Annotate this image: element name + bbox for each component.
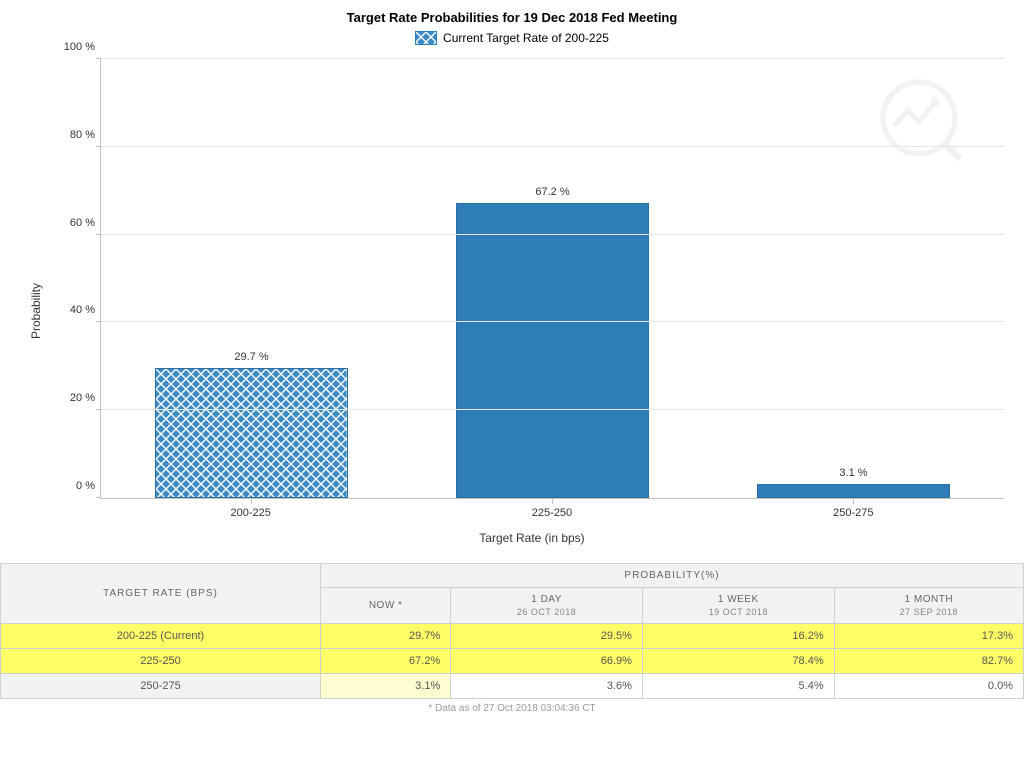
table-row: 250-2753.1%3.6%5.4%0.0% [1, 674, 1024, 699]
table-cell-value: 17.3% [834, 624, 1023, 649]
footnote: * Data as of 27 Oct 2018 03:04:36 CT [0, 699, 1024, 722]
y-tick-mark [96, 409, 101, 410]
table-cell-value: 0.0% [834, 674, 1023, 699]
bar-slot: 67.2 % [402, 59, 703, 498]
y-tick-label: 0 % [51, 480, 95, 492]
chart-container: Target Rate Probabilities for 19 Dec 201… [0, 0, 1024, 563]
bar-value-label: 29.7 % [234, 351, 268, 363]
y-tick-mark [96, 321, 101, 322]
bar-slot: 29.7 % [101, 59, 402, 498]
table-cell-rate: 225-250 [1, 649, 321, 674]
table-column-header: 1 MONTH27 SEP 2018 [834, 588, 1023, 624]
table-header-rate: TARGET RATE (BPS) [1, 564, 321, 624]
plot-area: Probability 29.7 % 67.2 % 3.1 % 0 % 20 % 40 … [0, 59, 1024, 563]
bar-value-label: 67.2 % [535, 186, 569, 198]
table-cell-value: 16.2% [642, 624, 834, 649]
table-cell-value: 67.2% [321, 649, 451, 674]
table-cell-rate: 200-225 (Current) [1, 624, 321, 649]
legend-item: Current Target Rate of 200-225 [415, 31, 609, 45]
grid-line [101, 146, 1004, 147]
table-cell-value: 5.4% [642, 674, 834, 699]
bar-value-label: 3.1 % [839, 467, 867, 479]
table-header-prob: PROBABILITY(%) [321, 564, 1024, 588]
grid-line [101, 58, 1004, 59]
bar: 3.1 % [757, 484, 950, 498]
bar-slot: 3.1 % [703, 59, 1004, 498]
y-tick-mark [96, 58, 101, 59]
table-cell-rate: 250-275 [1, 674, 321, 699]
table-cell-value: 66.9% [451, 649, 643, 674]
grid-line [101, 321, 1004, 322]
table-cell-value: 29.7% [321, 624, 451, 649]
bar: 29.7 % [155, 368, 348, 498]
table-cell-value: 29.5% [451, 624, 643, 649]
legend-label: Current Target Rate of 200-225 [443, 31, 609, 45]
y-tick-mark [96, 146, 101, 147]
bar: 67.2 % [456, 203, 649, 498]
y-tick-label: 80 % [51, 129, 95, 141]
chart-title: Target Rate Probabilities for 19 Dec 201… [0, 0, 1024, 31]
y-axis-label: Probability [29, 283, 43, 339]
table-cell-value: 3.6% [451, 674, 643, 699]
chart-legend: Current Target Rate of 200-225 [0, 31, 1024, 59]
table-column-header: NOW * [321, 588, 451, 624]
grid-line [101, 234, 1004, 235]
x-tick-label: 225-250 [401, 499, 702, 519]
y-tick-label: 100 % [51, 41, 95, 53]
probability-table: TARGET RATE (BPS) PROBABILITY(%) NOW *1 … [0, 563, 1024, 699]
x-tick-label: 250-275 [703, 499, 1004, 519]
y-tick-label: 20 % [51, 392, 95, 404]
table-column-header: 1 WEEK19 OCT 2018 [642, 588, 834, 624]
table-cell-value: 78.4% [642, 649, 834, 674]
y-tick-label: 60 % [51, 217, 95, 229]
y-tick-mark [96, 234, 101, 235]
table-cell-value: 82.7% [834, 649, 1023, 674]
y-tick-label: 40 % [51, 304, 95, 316]
table-cell-value: 3.1% [321, 674, 451, 699]
y-tick-mark [96, 497, 101, 498]
x-axis-label: Target Rate (in bps) [60, 519, 1004, 563]
legend-swatch [415, 31, 437, 45]
table-row: 200-225 (Current)29.7%29.5%16.2%17.3% [1, 624, 1024, 649]
grid-line [101, 409, 1004, 410]
table-column-header: 1 DAY26 OCT 2018 [451, 588, 643, 624]
table-row: 225-25067.2%66.9%78.4%82.7% [1, 649, 1024, 674]
x-tick-label: 200-225 [100, 499, 401, 519]
